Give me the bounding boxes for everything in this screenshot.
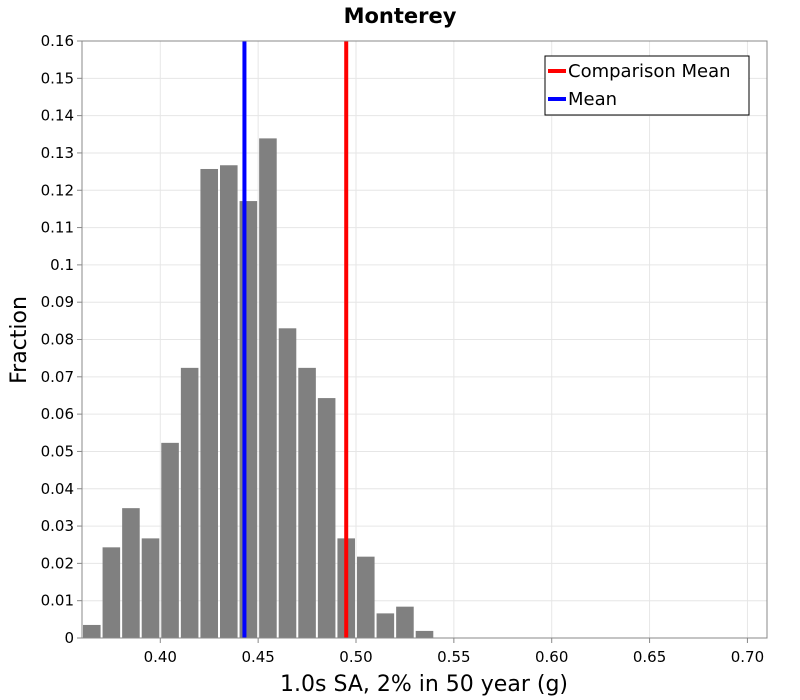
y-tick-label: 0.08 <box>41 331 74 349</box>
y-axis-ticks: 0 0.01 0.02 0.03 0.04 0.05 0.06 0.07 0.08 0.09 0.1… <box>41 32 82 647</box>
histogram-bar <box>317 398 336 638</box>
chart-title: Monterey <box>344 4 457 28</box>
x-tick-label: 0.50 <box>339 648 372 666</box>
histogram-bar <box>298 367 316 638</box>
x-tick-label: 0.55 <box>437 648 470 666</box>
x-tick-label: 0.60 <box>535 648 568 666</box>
x-tick-label: 0.40 <box>144 648 177 666</box>
histogram-bar <box>200 168 218 638</box>
y-tick-label: 0.14 <box>41 107 74 125</box>
y-tick-label: 0.09 <box>41 293 74 311</box>
histogram-bar <box>220 165 238 639</box>
y-tick-label: 0.1 <box>50 256 74 274</box>
y-tick-label: 0.15 <box>41 69 74 87</box>
histogram-bar <box>180 367 199 638</box>
y-tick-label: 0.12 <box>41 181 74 199</box>
y-tick-label: 0.02 <box>41 554 74 572</box>
legend-label: Mean <box>568 89 617 110</box>
histogram-bar <box>161 442 179 638</box>
y-tick-label: 0.05 <box>41 442 74 460</box>
y-tick-label: 0.06 <box>41 405 74 423</box>
histogram-bar <box>278 328 297 638</box>
x-tick-label: 0.65 <box>633 648 666 666</box>
x-axis-label: 1.0s SA, 2% in 50 year (g) <box>280 672 568 697</box>
x-tick-label: 0.70 <box>731 648 764 666</box>
y-tick-label: 0.01 <box>41 592 74 610</box>
legend-box <box>544 55 750 116</box>
histogram-bar <box>141 538 160 638</box>
histogram-bar <box>415 630 434 638</box>
histogram-bar <box>259 138 277 638</box>
y-tick-label: 0 <box>64 629 74 647</box>
legend: Comparison Mean Mean <box>544 55 750 116</box>
mean-lines <box>242 41 349 638</box>
histogram-bar <box>357 556 375 638</box>
y-tick-label: 0.13 <box>41 144 74 162</box>
x-axis-ticks: 0.40 0.45 0.50 0.55 0.60 0.65 0.70 <box>144 638 764 666</box>
legend-label: Comparison Mean <box>568 61 731 82</box>
histogram-bar <box>122 508 140 638</box>
y-tick-label: 0.11 <box>41 219 74 237</box>
histogram-bar <box>376 613 395 638</box>
y-tick-label: 0.03 <box>41 517 74 535</box>
y-tick-label: 0.04 <box>41 480 74 498</box>
histogram-bar <box>83 624 101 638</box>
y-tick-label: 0.16 <box>41 32 74 50</box>
histogram-bar <box>396 606 414 638</box>
histogram-bar <box>239 201 258 638</box>
x-tick-label: 0.45 <box>241 648 274 666</box>
y-axis-label: Fraction <box>7 296 32 384</box>
histogram-bar <box>102 547 121 638</box>
y-tick-label: 0.07 <box>41 368 74 386</box>
